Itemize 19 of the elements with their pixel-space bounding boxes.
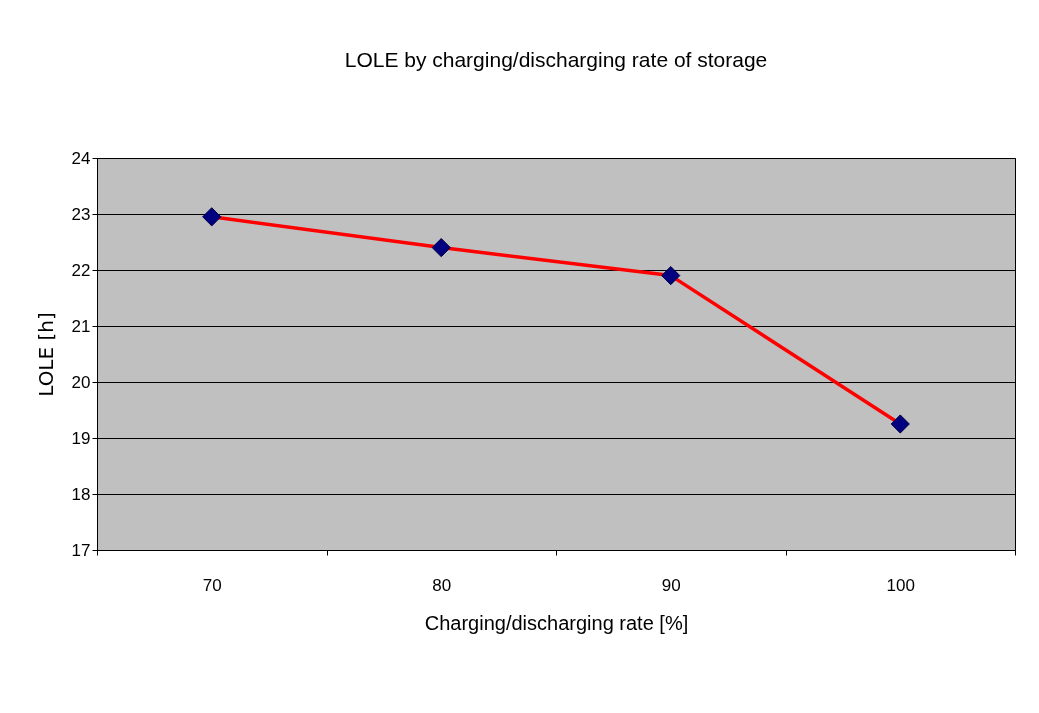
- x-tick-label: 100: [886, 575, 915, 595]
- x-tick-label: 70: [202, 575, 222, 595]
- y-tick-label: 23: [71, 204, 91, 224]
- y-tick-label: 20: [71, 372, 91, 392]
- x-tick-label: 90: [661, 575, 681, 595]
- y-axis-title: LOLE [h]: [33, 312, 58, 397]
- point: [661, 266, 681, 286]
- y-tick-label: 17: [71, 540, 91, 560]
- y-tick-label: 24: [71, 148, 91, 168]
- chart-title: LOLE by charging/discharging rate of storage: [344, 48, 768, 71]
- y-tick-label: 19: [71, 428, 91, 448]
- point: [890, 414, 910, 434]
- point: [431, 238, 451, 258]
- x-axis-title: Charging/discharging rate [%]: [424, 611, 689, 634]
- y-tick-label: 22: [71, 260, 91, 280]
- point: [202, 207, 222, 227]
- x-tick-label: 80: [432, 575, 452, 595]
- y-tick-label: 18: [71, 484, 91, 504]
- y-tick-label: 21: [71, 316, 91, 336]
